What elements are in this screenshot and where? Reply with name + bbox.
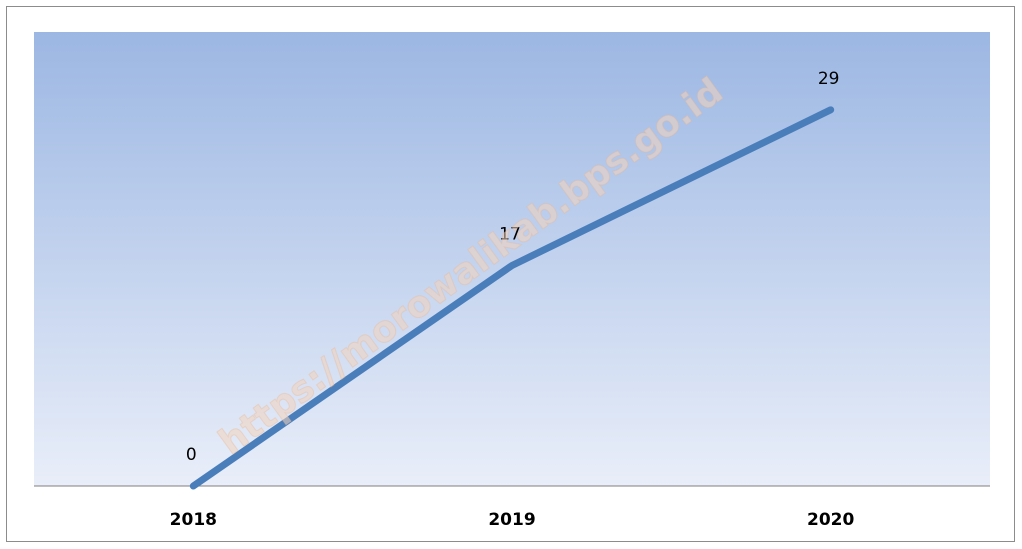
x-tick-label: 2018 bbox=[170, 510, 217, 530]
data-label: 17 bbox=[499, 224, 521, 244]
x-tick-label: 2019 bbox=[488, 510, 535, 530]
x-tick-label: 2020 bbox=[807, 510, 854, 530]
data-label: 29 bbox=[818, 69, 840, 89]
data-label: 0 bbox=[186, 445, 197, 465]
line bbox=[189, 106, 835, 490]
